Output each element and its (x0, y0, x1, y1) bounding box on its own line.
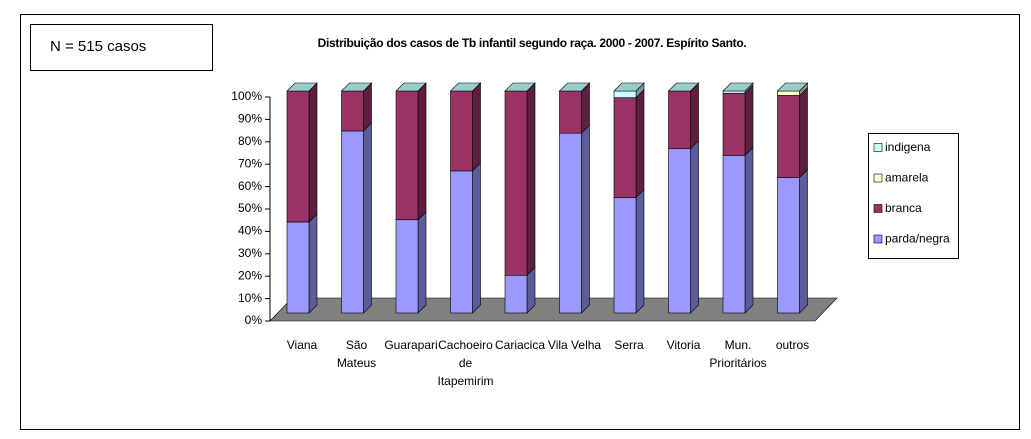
bar-segment (504, 90, 528, 276)
bar-side (799, 168, 808, 314)
bar-segment (777, 177, 800, 314)
chart-title: Distribuição dos casos de Tb infantil se… (318, 36, 747, 50)
x-tick-label: Serra (614, 338, 644, 352)
bar-segment (777, 90, 800, 96)
legend (868, 133, 959, 259)
legend-swatch (873, 204, 883, 213)
legend-swatch (873, 234, 883, 244)
y-tick-label: 0% (245, 313, 263, 327)
x-tick-label: Vitoria (666, 338, 701, 352)
bar-top (722, 82, 754, 92)
y-tick-label: 40% (238, 224, 262, 238)
y-tick-label: 90% (238, 112, 262, 126)
note: N = 515 casos (50, 38, 146, 55)
y-tick-label: 60% (238, 179, 262, 193)
bar-side (472, 162, 481, 314)
legend-label: amarela (885, 171, 929, 185)
bar-top (504, 82, 536, 92)
x-tick-label: Cariacica (494, 338, 545, 352)
legend-swatch (873, 173, 883, 183)
bar-side (635, 188, 645, 314)
y-tick-label: 100% (231, 89, 262, 103)
legend-label: indigena (885, 140, 931, 154)
bar-segment (559, 90, 582, 134)
y-tick-label: 20% (238, 268, 262, 282)
bar-side (799, 86, 808, 179)
y-tick-label: 50% (238, 201, 262, 215)
bar-segment (722, 90, 746, 94)
x-tick-label: Vila Velha (547, 338, 602, 352)
bar-side (526, 82, 536, 276)
bar-top (395, 82, 427, 92)
bar-segment (559, 132, 582, 314)
bar-segment (668, 148, 691, 314)
bar-side (744, 84, 754, 157)
bar-segment (450, 90, 473, 172)
legend-swatch (873, 143, 883, 152)
bar-side (308, 213, 318, 314)
y-tick-label: 30% (238, 246, 262, 260)
bar-side (635, 88, 645, 199)
bar-segment (395, 90, 419, 221)
y-tick-label: 80% (238, 134, 262, 148)
bar-side (417, 82, 427, 221)
bar-side (417, 211, 427, 314)
bar-segment (613, 90, 637, 98)
legend-label: branca (885, 201, 922, 215)
x-tick-label: Viana (286, 338, 318, 352)
bar-top (340, 82, 373, 92)
bar-top (449, 82, 482, 92)
bar-segment (777, 95, 800, 178)
bar-segment (504, 274, 528, 314)
bar-side (581, 82, 590, 134)
bar-top (558, 82, 591, 92)
x-tick-label: outros (775, 338, 810, 352)
bar-side (308, 82, 318, 223)
note-box (30, 24, 213, 71)
bar-top (667, 82, 700, 92)
bar-top (613, 82, 645, 92)
bar-side (363, 122, 372, 314)
bar-side (472, 82, 481, 172)
frame (20, 14, 1020, 430)
x-tick-label: Mun. Prioritários (709, 338, 767, 370)
y-tick-label: 10% (238, 291, 262, 305)
bar-segment (286, 90, 310, 223)
y-tick-label: 70% (238, 156, 262, 170)
bar-segment (450, 170, 473, 314)
x-tick-label: Cachoeiro de Itapemirim (437, 338, 494, 388)
bar-segment (668, 90, 691, 150)
bar-side (690, 139, 699, 314)
bar-segment (395, 219, 419, 314)
bar-segment (613, 97, 637, 198)
bar-segment (722, 92, 746, 156)
bar-side (744, 146, 754, 314)
bar-top (286, 82, 318, 92)
bar-side (690, 82, 699, 150)
bar-segment (341, 130, 364, 314)
bar-segment (286, 221, 310, 314)
bar-segment (722, 155, 746, 314)
bar-segment (341, 90, 364, 132)
bar-top (776, 82, 809, 92)
bar-side (581, 124, 590, 314)
x-tick-label: São Mateus (336, 338, 377, 370)
bar-segment (613, 197, 637, 314)
legend-label: parda/negra (885, 232, 950, 246)
x-tick-label: Guarapari (384, 338, 438, 352)
